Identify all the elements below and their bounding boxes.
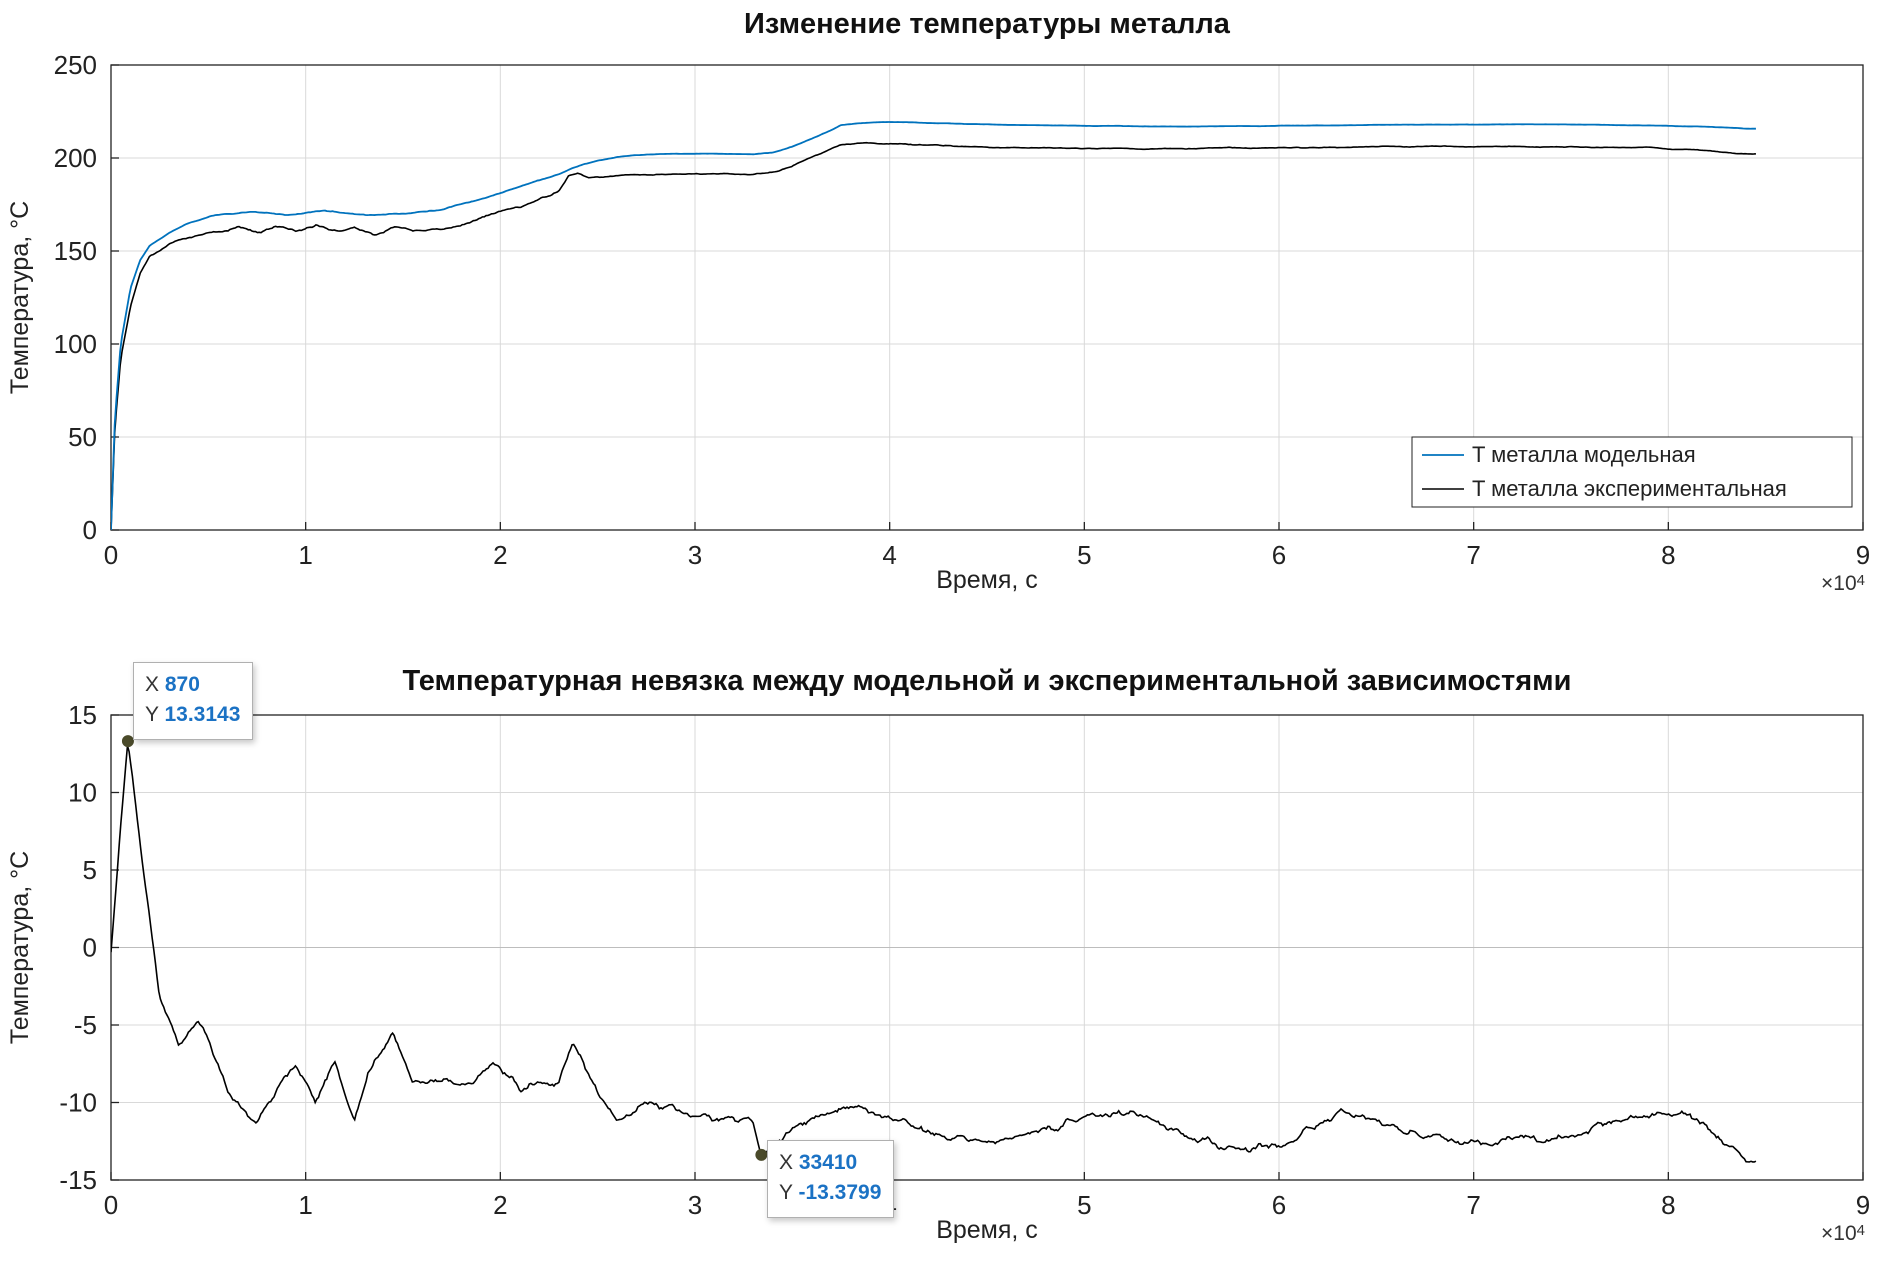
svg-text:2: 2: [493, 1190, 507, 1220]
svg-text:5: 5: [83, 855, 97, 885]
svg-text:50: 50: [68, 422, 97, 452]
svg-text:1: 1: [298, 540, 312, 570]
svg-text:8: 8: [1661, 540, 1675, 570]
svg-text:15: 15: [68, 700, 97, 730]
svg-text:1: 1: [298, 1190, 312, 1220]
svg-text:0: 0: [83, 515, 97, 545]
svg-text:5: 5: [1077, 540, 1091, 570]
svg-text:4: 4: [882, 540, 896, 570]
svg-text:6: 6: [1272, 540, 1286, 570]
svg-text:Температура, °C: Температура, °C: [6, 201, 34, 394]
svg-text:8: 8: [1661, 1190, 1675, 1220]
svg-text:9: 9: [1856, 1190, 1870, 1220]
svg-text:250: 250: [54, 50, 97, 80]
svg-text:6: 6: [1272, 1190, 1286, 1220]
svg-text:9: 9: [1856, 540, 1870, 570]
svg-text:2: 2: [493, 540, 507, 570]
svg-text:7: 7: [1466, 1190, 1480, 1220]
svg-text:T металла модельная: T металла модельная: [1472, 442, 1696, 467]
svg-text:0: 0: [104, 540, 118, 570]
svg-text:-10: -10: [59, 1088, 97, 1118]
svg-text:-15: -15: [59, 1165, 97, 1195]
svg-text:3: 3: [688, 1190, 702, 1220]
svg-text:T металла экспериментальная: T металла экспериментальная: [1472, 476, 1787, 501]
svg-text:5: 5: [1077, 1190, 1091, 1220]
svg-text:200: 200: [54, 143, 97, 173]
svg-text:Температура, °C: Температура, °C: [6, 851, 34, 1044]
svg-text:150: 150: [54, 236, 97, 266]
svg-text:100: 100: [54, 329, 97, 359]
svg-text:Время, с: Время, с: [936, 1216, 1038, 1244]
svg-text:Температурная невязка между мо: Температурная невязка между модельной и …: [403, 665, 1572, 697]
svg-text:0: 0: [83, 933, 97, 963]
svg-text:10: 10: [68, 778, 97, 808]
svg-text:Изменение температуры металла: Изменение температуры металла: [744, 8, 1231, 40]
svg-text:7: 7: [1466, 540, 1480, 570]
svg-text:3: 3: [688, 540, 702, 570]
svg-text:0: 0: [104, 1190, 118, 1220]
svg-text:-5: -5: [74, 1010, 97, 1040]
svg-text:Время, с: Время, с: [936, 566, 1038, 594]
